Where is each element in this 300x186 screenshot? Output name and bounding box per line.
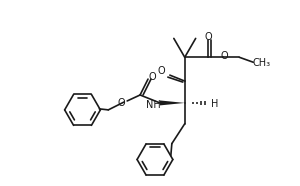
Text: H: H [211, 99, 218, 109]
Polygon shape [160, 100, 185, 105]
Text: O: O [157, 66, 165, 76]
Text: NH: NH [146, 100, 160, 110]
Text: O: O [220, 51, 228, 61]
Text: O: O [205, 32, 212, 42]
Text: O: O [117, 98, 125, 108]
Text: O: O [148, 72, 156, 82]
Text: CH₃: CH₃ [252, 58, 270, 68]
